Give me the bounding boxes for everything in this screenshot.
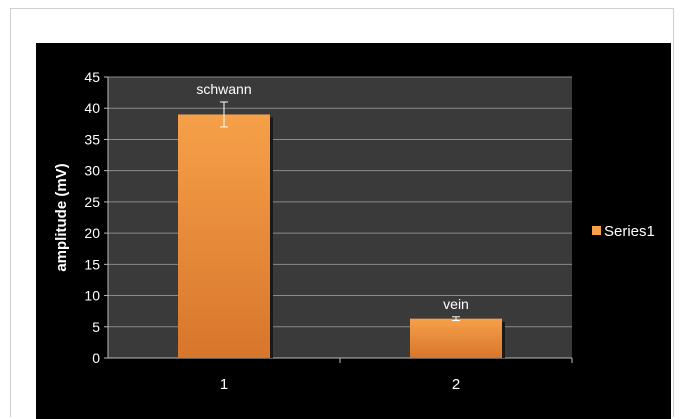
y-tick-label: 0 xyxy=(92,350,100,366)
plot-area xyxy=(108,77,572,358)
y-tick-label: 5 xyxy=(92,319,100,335)
y-tick-label: 30 xyxy=(84,163,100,179)
y-tick-label: 20 xyxy=(84,225,100,241)
legend-swatch-series1 xyxy=(592,226,601,235)
bar xyxy=(178,114,270,358)
x-tick-label: 1 xyxy=(220,376,228,393)
legend: Series1 xyxy=(592,223,655,240)
y-tick-label: 45 xyxy=(84,69,100,85)
y-tick-label: 25 xyxy=(84,194,100,210)
y-tick-label: 10 xyxy=(84,288,100,304)
y-tick-label: 40 xyxy=(84,100,100,116)
data-label: schwann xyxy=(196,81,251,97)
x-tick-label: 2 xyxy=(452,376,460,393)
data-label: vein xyxy=(443,296,469,312)
y-tick-label: 35 xyxy=(84,131,100,147)
y-axis-title: amplitude (mV) xyxy=(53,163,70,271)
bar xyxy=(410,318,502,358)
legend-label-series1: Series1 xyxy=(604,223,655,240)
y-tick-label: 15 xyxy=(84,256,100,272)
